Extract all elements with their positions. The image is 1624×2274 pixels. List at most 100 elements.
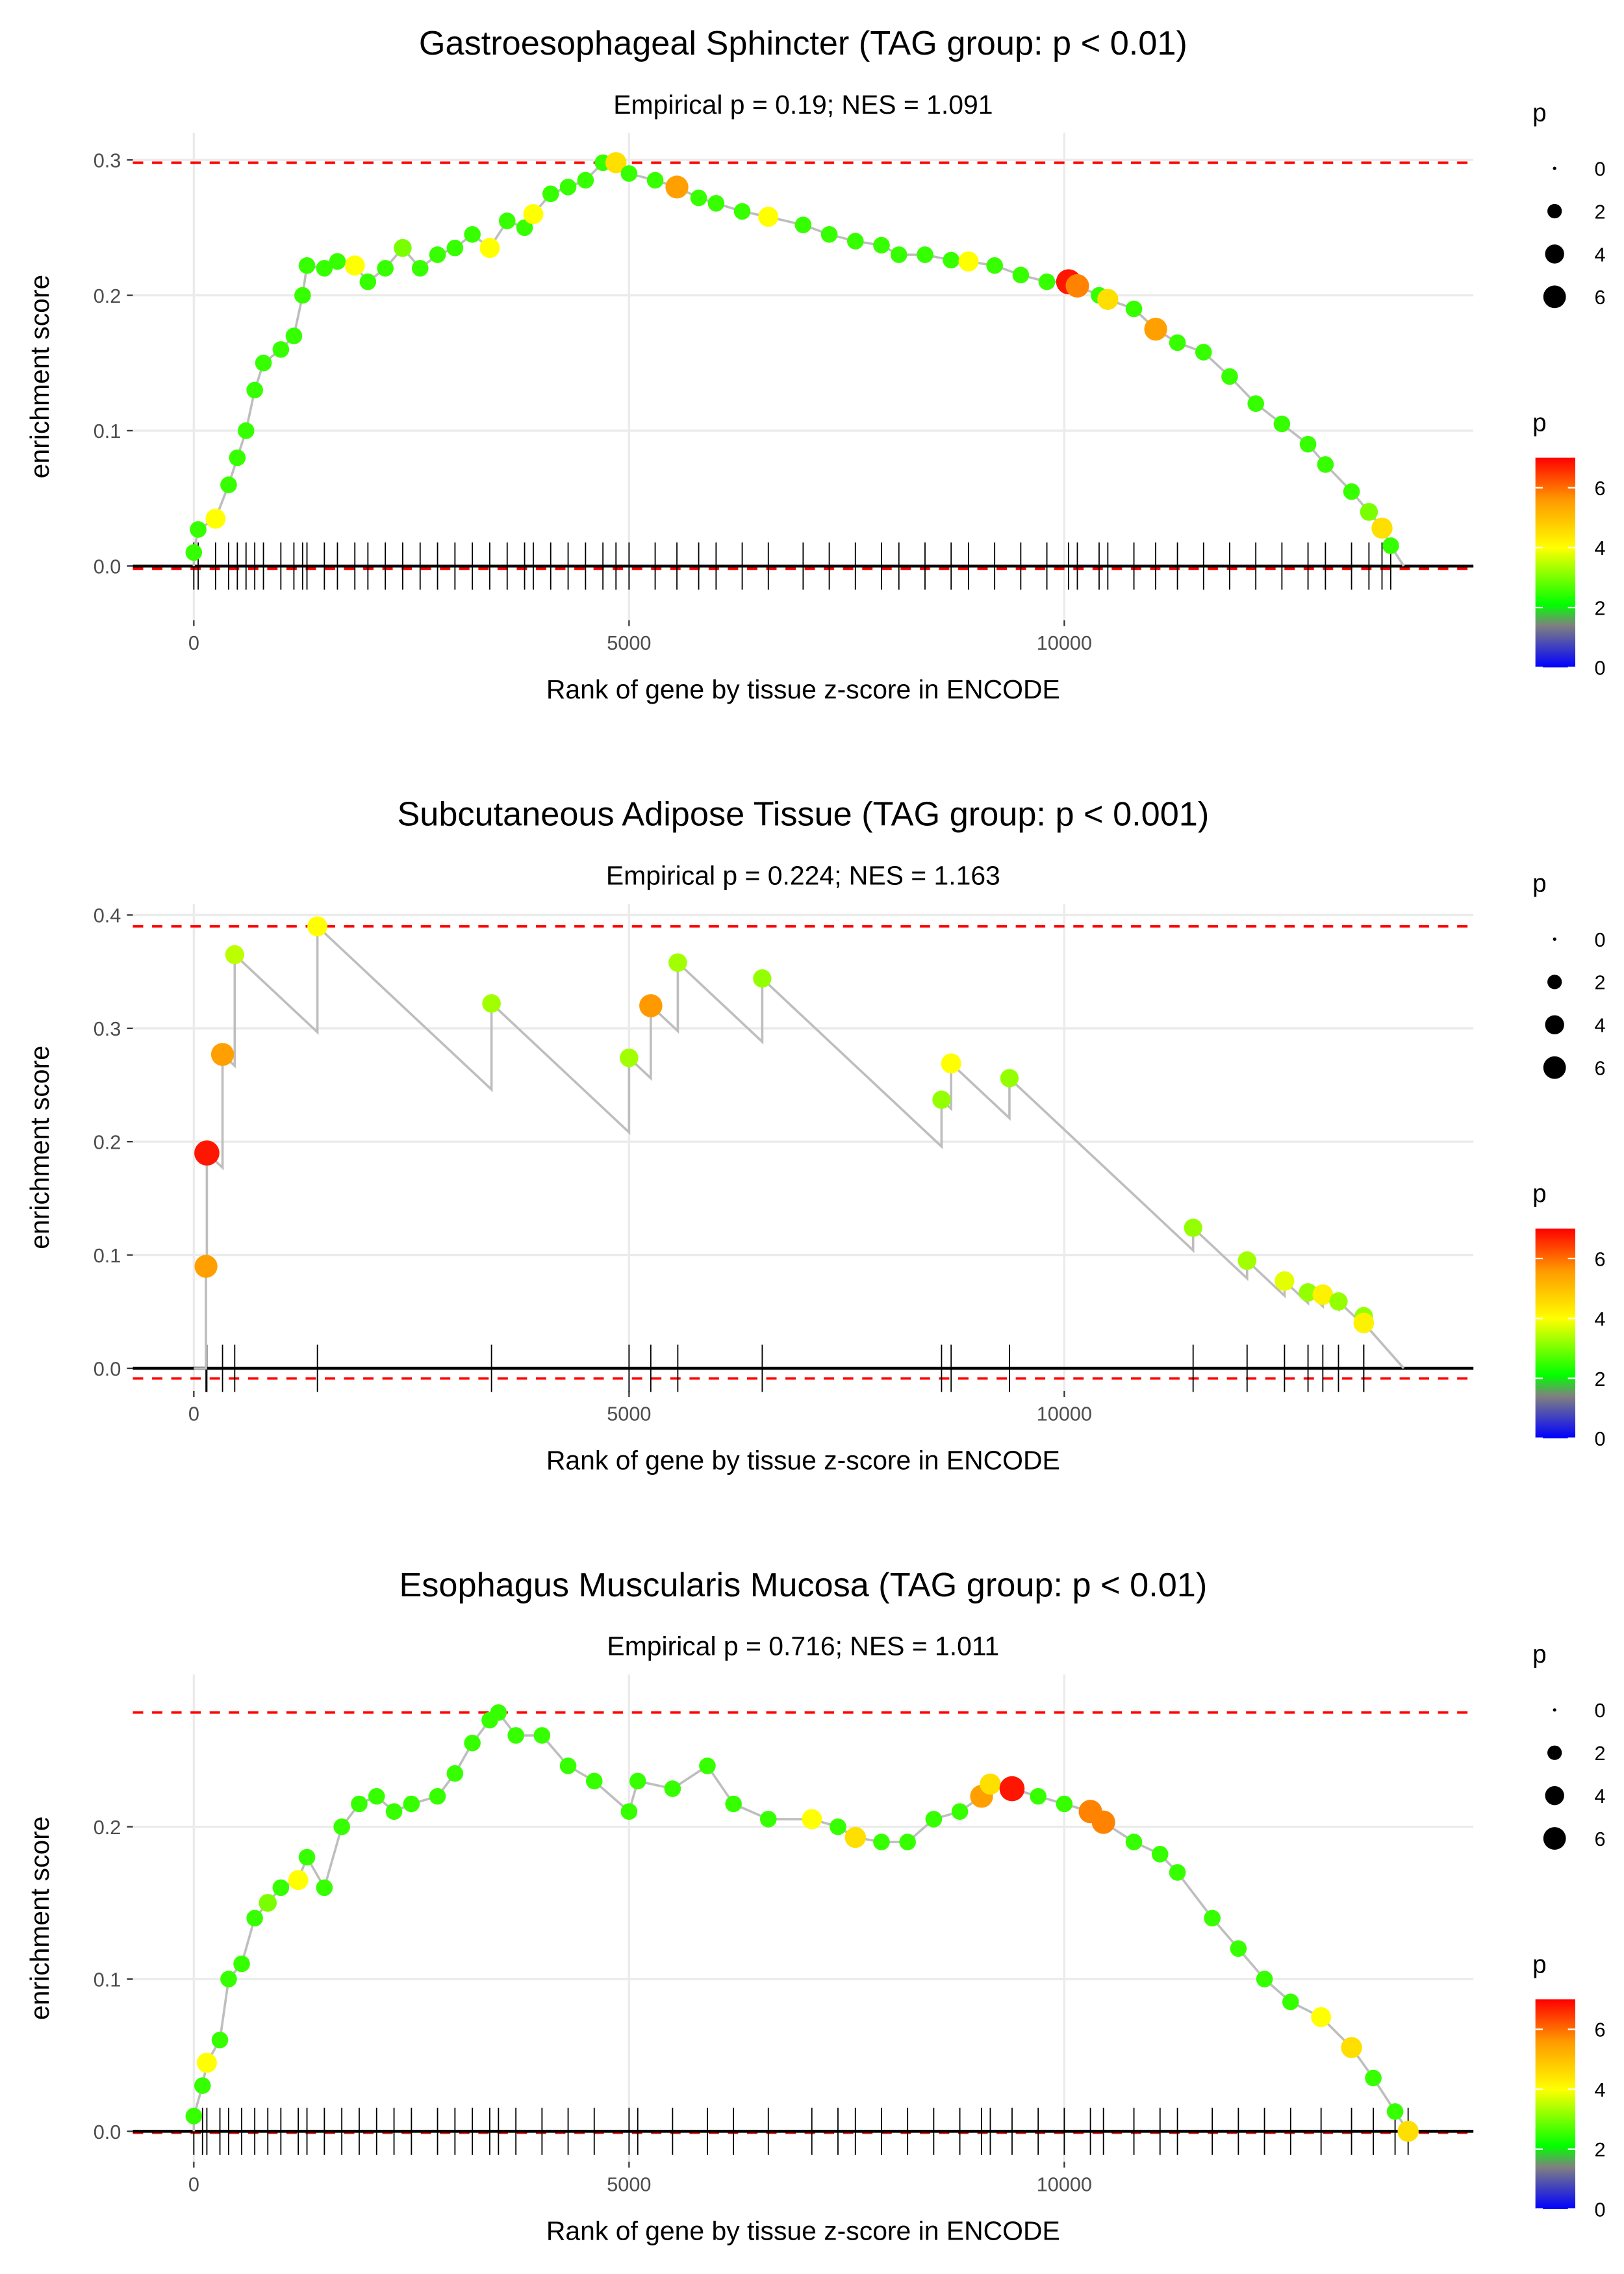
color-legend-label: 4 (1595, 2078, 1606, 2101)
gene-hit-point (873, 1833, 890, 1850)
y-axis-label: enrichment score (25, 1816, 55, 2020)
gene-hit-point (1317, 456, 1334, 473)
x-axis-label: Rank of gene by tissue z-score in ENCODE (546, 674, 1060, 704)
gene-hit-point (986, 257, 1003, 274)
gene-hit-point (665, 175, 689, 199)
y-tick-label: 0.3 (94, 1017, 121, 1040)
gene-hit-point (259, 1894, 277, 1912)
gene-hit-point (1237, 1251, 1257, 1270)
color-legend-label: 2 (1595, 2138, 1606, 2161)
gene-hit-point (646, 172, 664, 189)
gene-hit-point (999, 1776, 1025, 1802)
color-legend-title: p (1532, 409, 1546, 437)
gene-hit-point (1386, 2103, 1404, 2120)
gene-hit-point (344, 255, 365, 276)
gene-hit-point (298, 1848, 316, 1866)
gene-hit-point (668, 953, 687, 972)
size-legend-key (1553, 1708, 1556, 1712)
gene-hit-point (1312, 1284, 1334, 1305)
gene-hit-point (664, 1780, 681, 1797)
gene-hit-point (1125, 1833, 1143, 1850)
gene-hit-point (620, 1048, 639, 1067)
size-legend-label: 0 (1595, 928, 1606, 951)
gene-hit-point (233, 1955, 250, 1973)
chart-subtitle: Empirical p = 0.224; NES = 1.163 (606, 860, 1000, 890)
gene-hit-point (1360, 503, 1378, 521)
x-tick-label: 10000 (1037, 2173, 1092, 2196)
gene-hit-point (542, 185, 559, 203)
gene-hit-point (498, 212, 516, 229)
gene-hit-point (464, 226, 481, 243)
gene-hit-point (1311, 2007, 1332, 2028)
gene-hit-point (753, 969, 772, 988)
y-tick-label: 0.0 (94, 556, 121, 578)
y-tick-label: 0.3 (94, 149, 121, 172)
size-legend-label: 6 (1595, 1057, 1606, 1080)
x-tick-label: 0 (188, 632, 199, 654)
gene-hit-point (368, 1787, 385, 1805)
gene-hit-point (272, 341, 290, 358)
size-legend-key (1545, 244, 1564, 264)
y-tick-label: 0.0 (94, 1357, 121, 1380)
y-tick-label: 0.1 (94, 420, 121, 442)
gene-hit-point (464, 1734, 481, 1752)
color-bar (1535, 1999, 1575, 2209)
gene-hit-point (585, 1772, 603, 1790)
gene-hit-point (1382, 537, 1399, 554)
gene-hit-point (1230, 1940, 1247, 1957)
gene-hit-point (1184, 1218, 1202, 1237)
gene-hit-point (951, 1803, 969, 1820)
chart-title: Esophagus Muscularis Mucosa (TAG group: … (399, 1566, 1207, 1604)
color-legend-label: 2 (1595, 596, 1606, 619)
size-legend-key (1543, 285, 1566, 309)
gene-hit-point (1343, 483, 1360, 500)
gene-hit-point (1091, 1810, 1115, 1834)
gene-hit-point (890, 246, 907, 263)
color-legend-title: p (1532, 1950, 1546, 1978)
gene-hit-point (523, 204, 544, 224)
size-legend-label: 4 (1595, 243, 1606, 266)
gene-hit-point (733, 203, 751, 220)
y-tick-label: 0.0 (94, 2121, 121, 2143)
gene-hit-point (1097, 288, 1119, 311)
color-bar (1535, 1228, 1575, 1438)
gene-hit-point (980, 1773, 1001, 1795)
gene-hit-point (446, 239, 464, 257)
gene-hit-point (844, 1826, 866, 1848)
gene-hit-point (1221, 368, 1238, 385)
gene-hit-point (958, 251, 979, 272)
gene-hit-point (205, 508, 226, 529)
gene-hit-point (351, 1795, 368, 1813)
size-legend-title: p (1532, 870, 1546, 898)
gene-hit-point (229, 449, 246, 466)
gene-hit-point (333, 1818, 350, 1835)
gene-hit-point (1000, 1069, 1019, 1088)
gene-hit-point (559, 179, 577, 196)
gene-hit-point (1365, 2069, 1382, 2087)
size-legend-title: p (1532, 99, 1546, 127)
gene-hit-point (385, 1803, 403, 1820)
size-legend-label: 0 (1595, 1699, 1606, 1722)
gene-hit-point (794, 216, 812, 234)
gene-hit-point (1144, 317, 1167, 341)
size-legend-label: 2 (1595, 200, 1606, 223)
y-tick-label: 0.2 (94, 1131, 121, 1154)
gene-hit-point (1204, 1910, 1221, 1927)
size-legend-label: 4 (1595, 1014, 1606, 1037)
gene-hit-point (917, 246, 933, 263)
gene-hit-point (1065, 274, 1089, 298)
gene-hit-point (194, 1255, 218, 1278)
color-bar (1535, 457, 1575, 668)
size-legend-key (1543, 1056, 1566, 1079)
gene-hit-point (639, 994, 663, 1017)
size-legend-label: 6 (1595, 1828, 1606, 1850)
gene-hit-point (932, 1090, 951, 1109)
chart-title: Subcutaneous Adipose Tissue (TAG group: … (397, 795, 1209, 833)
gene-hit-point (246, 381, 263, 399)
size-legend-key (1553, 937, 1556, 941)
gene-hit-point (288, 1870, 309, 1891)
size-legend-key (1553, 166, 1556, 170)
gene-hit-point (307, 916, 328, 937)
color-legend: p 0 2 4 6 (1532, 1180, 1606, 1450)
